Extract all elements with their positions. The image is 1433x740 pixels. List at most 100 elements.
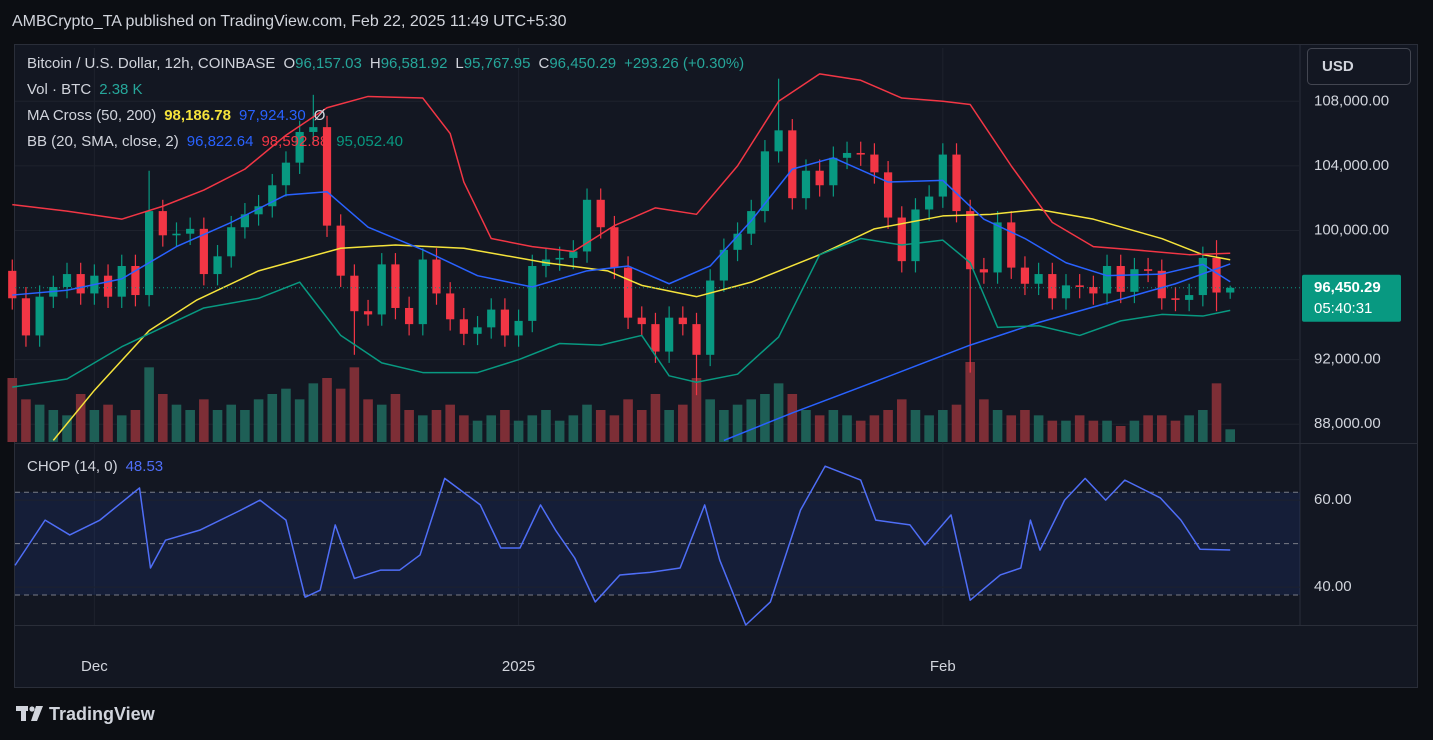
candle-body [856, 152, 865, 155]
candle-body [1020, 267, 1030, 284]
currency-label[interactable]: USD [1322, 58, 1354, 75]
volume-bar [1129, 420, 1140, 442]
candle-body [1226, 287, 1235, 293]
candle-body [623, 267, 633, 318]
ma-name: MA Cross (50, 200) [27, 107, 156, 124]
volume-bar [910, 410, 921, 442]
candle-body [21, 298, 31, 336]
volume-bar [541, 410, 551, 442]
volume-bar [1006, 415, 1017, 442]
y-tick-label: 104,000.00 [1314, 157, 1389, 174]
candle-body [651, 324, 660, 352]
volume-bar [281, 388, 291, 442]
volume-bar [472, 420, 483, 442]
y-tick-label: 100,000.00 [1314, 221, 1389, 238]
volume-bar [1184, 415, 1194, 442]
volume-bar [938, 410, 948, 442]
volume-bar [1088, 420, 1099, 442]
candle-body [925, 196, 934, 210]
candle-body [295, 131, 304, 163]
volume-bar [34, 404, 45, 442]
candle-body [706, 280, 715, 355]
ohlc-label: O [283, 55, 295, 72]
ohlc-value: 96,581.92 [381, 55, 448, 72]
x-tick-label: Dec [81, 658, 108, 675]
candle-body [281, 162, 291, 186]
volume-name: Vol · BTC [27, 81, 91, 98]
candle-body [897, 217, 906, 262]
volume-bar [1020, 410, 1030, 442]
candle-body [1102, 265, 1112, 294]
candle-body [268, 185, 277, 207]
volume-bar [595, 410, 606, 442]
ohlc-label: L [455, 55, 463, 72]
volume-bar [650, 394, 661, 442]
candle-body [459, 319, 468, 334]
volume-bar [965, 362, 975, 442]
candle-body [569, 251, 578, 258]
volume-bar [1047, 420, 1058, 442]
candle-body [432, 259, 441, 294]
currency-button[interactable] [1307, 48, 1411, 85]
candle-body [227, 227, 236, 257]
candle-body [801, 170, 811, 199]
indicator-line [12, 237, 1231, 388]
candle-body [514, 320, 523, 336]
candle-body [692, 324, 701, 355]
candle-body [35, 296, 44, 336]
candle-body [172, 233, 181, 236]
chop-line [14, 465, 1231, 626]
volume-bar [363, 399, 373, 442]
volume-bar [500, 410, 510, 442]
volume-bar [664, 410, 674, 442]
candle-body [446, 293, 455, 320]
volume-bar [7, 378, 18, 442]
candle-body [254, 206, 263, 215]
ohlc-label: H [370, 55, 381, 72]
volume-bar [144, 367, 154, 442]
candle-body [1198, 257, 1207, 296]
candle-body [240, 214, 250, 228]
volume-bar [116, 415, 127, 442]
volume-bar [1198, 410, 1208, 442]
ohlc-value: 96,450.29 [549, 55, 616, 72]
candle-body [186, 228, 195, 234]
volume-bar [1102, 420, 1112, 442]
candle-body [555, 257, 564, 260]
indicator-line [12, 157, 1231, 296]
volume-bar [294, 399, 305, 442]
volume-bar [226, 404, 237, 442]
volume-bar [459, 415, 469, 442]
y-tick-label: 60.00 [1314, 491, 1352, 508]
candle-body [1089, 286, 1098, 294]
plot-area [7, 73, 1300, 626]
candle-body [473, 327, 482, 334]
volume-bar [979, 399, 989, 442]
candle-body [391, 264, 400, 308]
candle-body [911, 209, 920, 262]
candle-body [678, 317, 687, 325]
legend-chop: CHOP (14, 0) 48.53 [27, 458, 163, 475]
volume-bar [951, 404, 962, 442]
footer-brand: TradingView [49, 704, 156, 724]
indicator-line [723, 263, 1231, 442]
volume-bar [376, 404, 387, 442]
ma-extra: Ø [314, 107, 326, 124]
y-tick-label: 108,000.00 [1314, 92, 1389, 109]
candle-body [774, 130, 783, 152]
volume-bar [814, 415, 825, 442]
volume-bar [554, 420, 565, 442]
candle-body [199, 228, 208, 275]
candle-body [1212, 257, 1221, 293]
volume-bar [445, 404, 455, 442]
candle-body [1116, 265, 1125, 292]
volume-bar [828, 410, 839, 442]
candle-body [966, 211, 975, 270]
x-tick-label: Feb [930, 658, 956, 675]
candle-body [8, 270, 17, 299]
volume-bar [527, 415, 538, 442]
bb-name: BB (20, SMA, close, 2) [27, 133, 179, 150]
legend-volume: Vol · BTC 2.38 K [27, 81, 143, 98]
volume-bar [609, 415, 620, 442]
